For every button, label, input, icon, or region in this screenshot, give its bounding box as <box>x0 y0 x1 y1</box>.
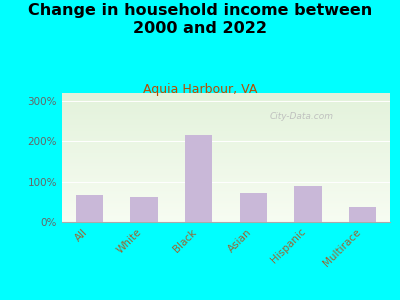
Bar <box>349 207 376 222</box>
Bar <box>185 135 212 222</box>
Bar <box>76 195 103 222</box>
Text: City-Data.com: City-Data.com <box>270 112 334 121</box>
Text: Aquia Harbour, VA: Aquia Harbour, VA <box>143 82 257 95</box>
Text: Change in household income between
2000 and 2022: Change in household income between 2000 … <box>28 3 372 36</box>
Bar <box>294 186 322 222</box>
Bar <box>130 197 158 222</box>
Bar <box>240 193 267 222</box>
